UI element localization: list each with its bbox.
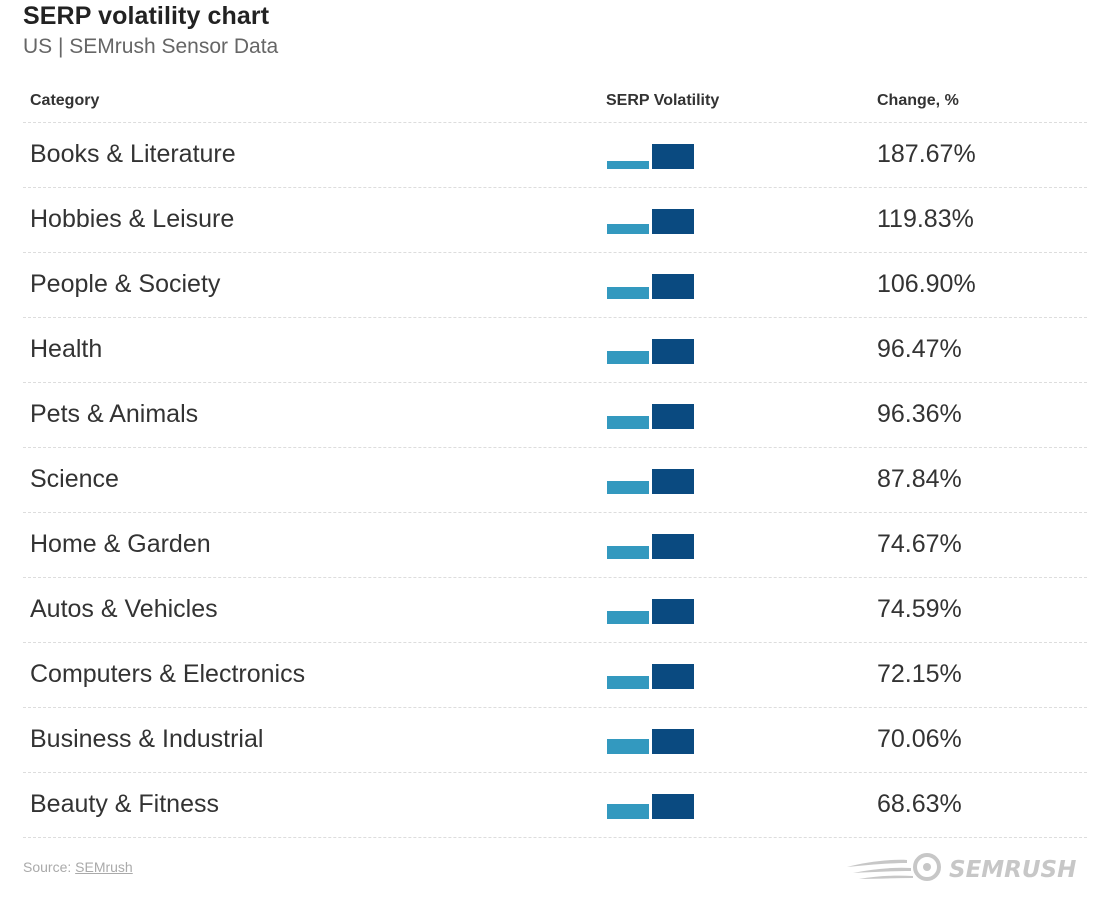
volatility-before-bar [607,739,649,754]
change-value: 74.59% [877,595,962,623]
change-value: 70.06% [877,725,962,753]
volatility-after-bar [652,534,694,559]
volatility-sparkbar [607,534,694,559]
header-change: Change, % [877,92,959,109]
table-row: Beauty & Fitness 68.63% [23,773,1087,838]
table-row: Autos & Vehicles 74.59% [23,578,1087,643]
header-serp-volatility: SERP Volatility [606,92,720,109]
category-label: Pets & Animals [30,400,199,428]
volatility-after-bar [652,729,694,754]
header-category: Category [30,92,100,109]
volatility-before-bar [607,611,649,624]
volatility-after-bar [652,664,694,689]
category-label: Home & Garden [30,530,211,558]
change-value: 87.84% [877,465,962,493]
volatility-before-bar [607,481,649,494]
change-value: 72.15% [877,660,962,688]
volatility-before-bar [607,416,649,429]
table-row: Hobbies & Leisure 119.83% [23,188,1087,253]
table-row: Pets & Animals 96.36% [23,383,1087,448]
table-row: Books & Literature 187.67% [23,123,1087,188]
table-row: Computers & Electronics 72.15% [23,643,1087,708]
semrush-fireball-icon [847,853,941,881]
table-row: Business & Industrial 70.06% [23,708,1087,773]
table-row: Home & Garden 74.67% [23,513,1087,578]
volatility-sparkbar [607,729,694,754]
source-note: Source: SEMrush [23,859,133,875]
volatility-after-bar [652,274,694,299]
table-row: People & Society 106.90% [23,253,1087,318]
source-prefix: Source: [23,859,76,875]
change-value: 187.67% [877,140,976,168]
volatility-sparkbar [607,599,694,624]
volatility-after-bar [652,599,694,624]
volatility-after-bar [652,144,694,169]
volatility-before-bar [607,351,649,364]
source-link[interactable]: SEMrush [75,859,133,875]
volatility-before-bar [607,224,649,234]
change-value: 119.83% [877,205,974,233]
category-label: Business & Industrial [30,725,264,753]
volatility-sparkbar [607,274,694,299]
volatility-sparkbar [607,339,694,364]
volatility-after-bar [652,339,694,364]
volatility-after-bar [652,404,694,429]
volatility-sparkbar [607,794,694,819]
volatility-before-bar [607,161,649,169]
category-label: Health [30,335,103,363]
change-value: 96.36% [877,400,962,428]
category-label: People & Society [30,270,221,298]
change-value: 74.67% [877,530,962,558]
semrush-logo: SEMRUSH [847,853,1076,883]
change-value: 106.90% [877,270,976,298]
table-row: Science 87.84% [23,448,1087,513]
volatility-after-bar [652,469,694,494]
category-label: Hobbies & Leisure [30,205,235,233]
table-body: Books & Literature 187.67% Hobbies & Leisu… [23,123,1087,838]
volatility-after-bar [652,794,694,819]
chart-subtitle: US | SEMrush Sensor Data [23,35,279,58]
volatility-sparkbar [607,469,694,494]
chart-title: SERP volatility chart [23,2,270,30]
volatility-before-bar [607,676,649,689]
category-label: Beauty & Fitness [30,790,219,818]
volatility-before-bar [607,546,649,559]
change-value: 96.47% [877,335,962,363]
volatility-table: Category SERP Volatility Change, % Books… [23,80,1087,838]
volatility-before-bar [607,287,649,299]
category-label: Books & Literature [30,140,236,168]
volatility-sparkbar [607,664,694,689]
volatility-sparkbar [607,144,694,169]
table-header-row: Category SERP Volatility Change, % [23,80,1087,123]
semrush-logo-text: SEMRUSH [949,857,1076,883]
category-label: Computers & Electronics [30,660,306,688]
volatility-before-bar [607,804,649,819]
table-row: Health 96.47% [23,318,1087,383]
volatility-sparkbar [607,209,694,234]
category-label: Science [30,465,119,493]
category-label: Autos & Vehicles [30,595,218,623]
volatility-sparkbar [607,404,694,429]
change-value: 68.63% [877,790,962,818]
volatility-after-bar [652,209,694,234]
